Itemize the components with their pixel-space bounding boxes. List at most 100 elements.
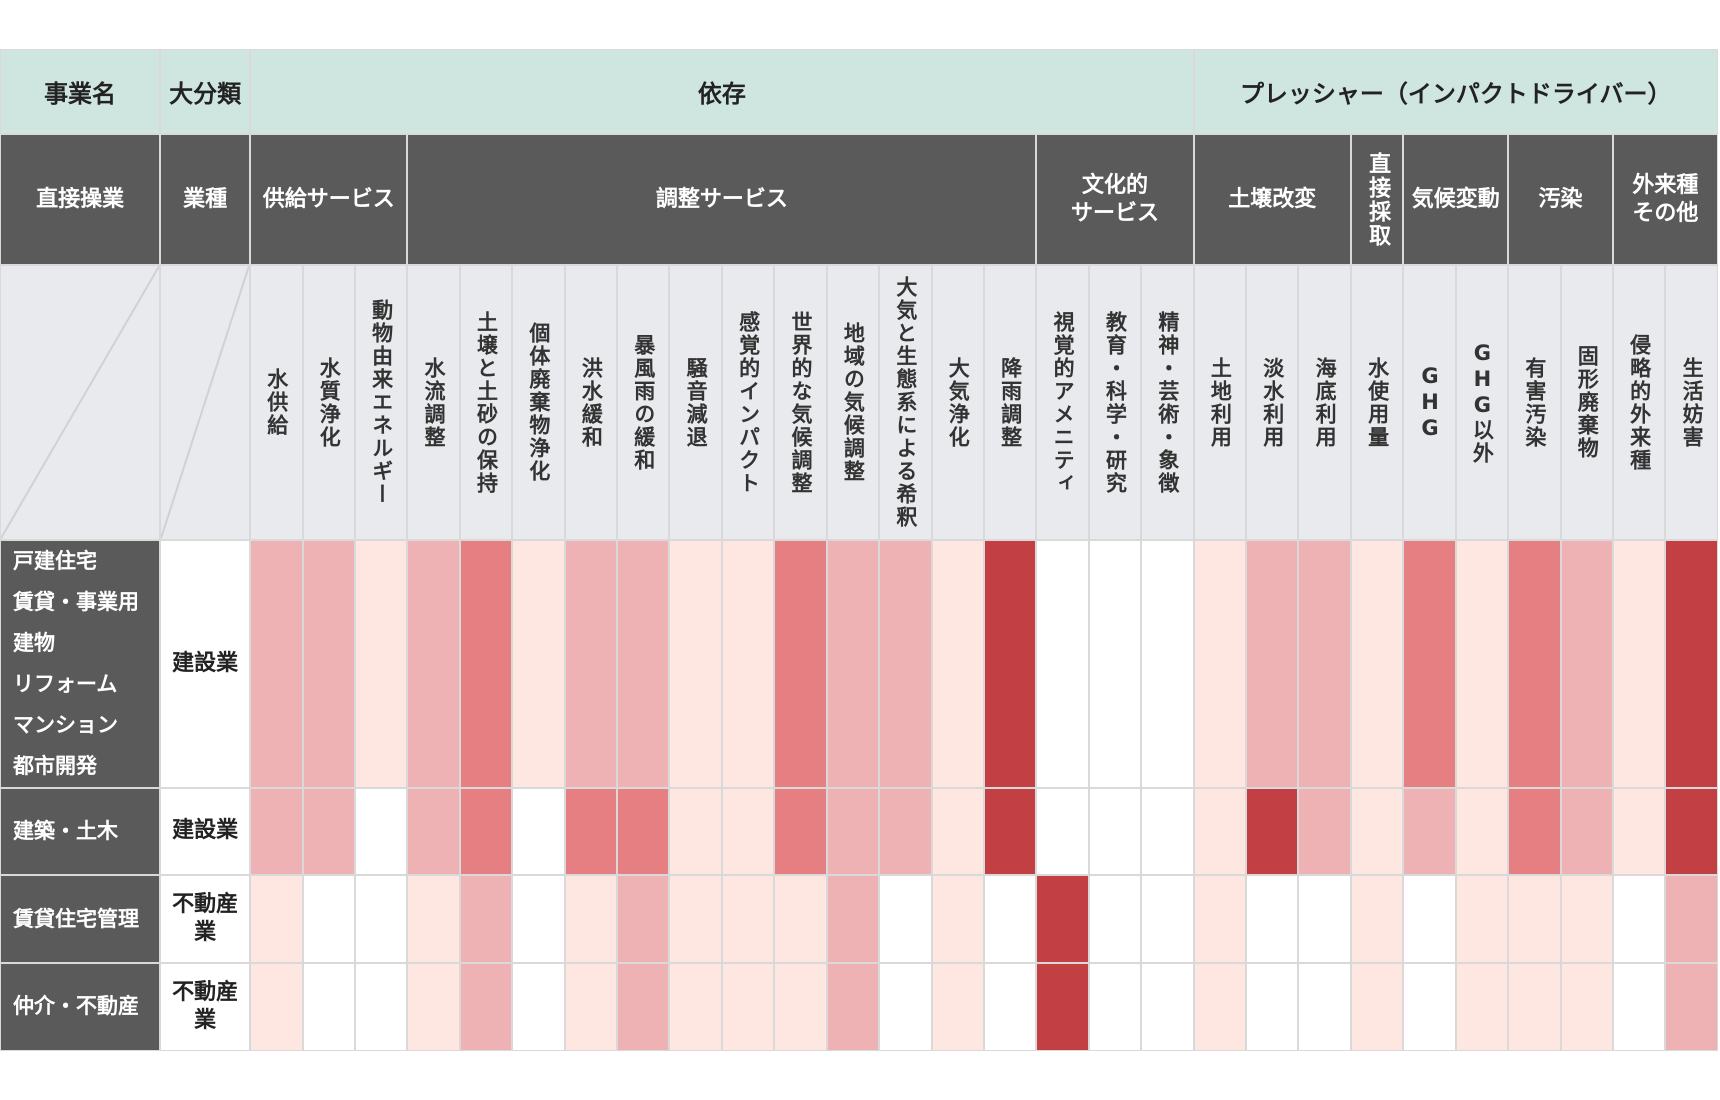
heat-cell	[932, 540, 983, 787]
heat-cell	[932, 788, 983, 875]
header-cell: 業種	[161, 134, 250, 265]
subgroup-header: 外来種 その他	[1613, 134, 1717, 265]
heat-cell	[1666, 876, 1717, 963]
item-header: 個体廃棄物浄化	[513, 266, 564, 539]
heat-cell	[984, 876, 1036, 963]
row-name-line: 建物	[13, 630, 55, 655]
item-label: GHG以外	[1470, 340, 1495, 465]
item-header: 視覚的アメニティ	[1037, 266, 1088, 539]
heat-cell	[827, 788, 879, 875]
item-label: 水質浄化	[317, 356, 342, 449]
item-header: GHG以外	[1456, 266, 1508, 539]
subgroup-header: 汚染	[1509, 134, 1612, 265]
row-name-line: リフォーム	[13, 671, 118, 696]
item-header: 感覚的インパクト	[722, 266, 774, 539]
heat-cell	[670, 964, 721, 1050]
item-label: 水使用量	[1365, 356, 1390, 449]
item-header: 固形廃棄物	[1561, 266, 1612, 539]
heat-cell	[251, 540, 302, 787]
item-header: 有害汚染	[1509, 266, 1560, 539]
heat-cell	[460, 540, 512, 787]
header-cell: 大分類	[161, 50, 250, 133]
item-header: 世界的な気候調整	[775, 266, 826, 539]
heat-cell	[1404, 964, 1455, 1050]
heat-cell	[775, 964, 826, 1050]
group-label: 依存	[697, 80, 746, 109]
heat-cell	[1456, 540, 1508, 787]
heat-cell	[1089, 964, 1141, 1050]
item-header: 海底利用	[1299, 266, 1350, 539]
heat-cell	[1299, 964, 1350, 1050]
heat-cell	[1613, 964, 1665, 1050]
heat-cell	[880, 964, 931, 1050]
heat-cell	[827, 964, 879, 1050]
heat-cell	[670, 876, 721, 963]
heat-cell	[1666, 964, 1717, 1050]
heat-cell	[1299, 876, 1350, 963]
diagonal	[1, 266, 160, 539]
heat-cell	[408, 876, 459, 963]
subgroup-label: 調整サービス	[655, 186, 788, 212]
heat-cell	[1561, 540, 1612, 787]
heat-cell	[1299, 540, 1350, 787]
item-header: 精神・芸術・象徴	[1142, 266, 1193, 539]
item-header: 土壌と土砂の保持	[460, 266, 512, 539]
heat-cell	[303, 540, 354, 787]
heat-cell	[1509, 964, 1560, 1050]
group-header: プレッシャー（インパクトドライバー）	[1194, 50, 1717, 133]
heat-cell	[618, 964, 669, 1050]
heat-cell	[460, 788, 512, 875]
row-category: 建設業	[161, 540, 250, 787]
subgroup-label: 土壌改変	[1228, 186, 1317, 212]
heat-cell	[1351, 540, 1403, 787]
item-header: 生活妨害	[1666, 266, 1717, 539]
diagonal	[161, 266, 250, 539]
row-name-line: マンション	[13, 712, 118, 737]
heat-cell	[460, 876, 512, 963]
header-cell: 事業名	[1, 50, 160, 133]
heat-cell	[1037, 876, 1088, 963]
item-label: 動物由来エネルギー	[369, 299, 394, 507]
heat-cell	[565, 540, 617, 787]
heat-cell	[618, 788, 669, 875]
heat-cell	[722, 788, 774, 875]
row-category: 不動産業	[161, 876, 250, 963]
item-header: 降雨調整	[984, 266, 1036, 539]
heat-cell	[1509, 540, 1560, 787]
item-label: 大気と生態系による希釈	[893, 276, 918, 530]
heat-cell	[1404, 788, 1455, 875]
heat-cell	[408, 540, 459, 787]
heat-cell	[355, 540, 407, 787]
heat-cell	[670, 788, 721, 875]
header-cell: 直接操業	[1, 134, 160, 265]
heat-cell	[408, 964, 459, 1050]
heat-cell	[565, 788, 617, 875]
header-label: 大分類	[169, 80, 242, 109]
heat-cell	[303, 964, 354, 1050]
heat-cell	[775, 788, 826, 875]
item-header: 侵略的外来種	[1613, 266, 1665, 539]
heat-cell	[827, 540, 879, 787]
item-label: 土地利用	[1208, 356, 1233, 449]
item-label: 侵略的外来種	[1627, 333, 1652, 472]
heat-cell	[1247, 876, 1298, 963]
item-header: 動物由来エネルギー	[355, 266, 407, 539]
heat-cell	[1613, 540, 1665, 787]
heat-cell	[303, 788, 354, 875]
row-category: 不動産業	[161, 964, 250, 1050]
group-header: 依存	[251, 50, 1193, 133]
heat-cell	[1194, 964, 1246, 1050]
heat-cell	[1456, 876, 1508, 963]
heat-cell	[670, 540, 721, 787]
heat-cell	[1247, 964, 1298, 1050]
heat-cell	[827, 876, 879, 963]
heat-cell	[880, 876, 931, 963]
heat-cell	[1089, 876, 1141, 963]
item-label: 世界的な気候調整	[788, 310, 813, 495]
heat-cell	[1561, 788, 1612, 875]
item-header: 洪水緩和	[565, 266, 617, 539]
heat-cell	[408, 788, 459, 875]
heat-cell	[251, 876, 302, 963]
heat-cell	[1351, 788, 1403, 875]
row-name-line: 戸建住宅	[13, 548, 97, 573]
